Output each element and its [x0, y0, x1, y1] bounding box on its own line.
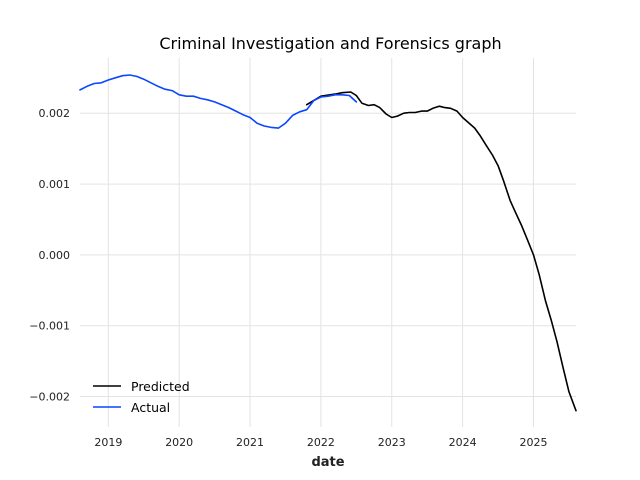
x-tick-label: 2025	[519, 436, 547, 449]
y-tick-label: −0.001	[29, 320, 70, 333]
x-tick-label: 2022	[307, 436, 335, 449]
x-tick-label: 2024	[449, 436, 477, 449]
series-line-actual	[79, 74, 358, 129]
x-axis-label: date	[311, 455, 344, 470]
y-tick-label: 0.002	[39, 107, 71, 120]
chart-title: Criminal Investigation and Forensics gra…	[159, 34, 501, 53]
x-tick-label: 2021	[236, 436, 264, 449]
x-tick-label: 2023	[378, 436, 406, 449]
y-tick-label: 0.000	[39, 249, 71, 262]
x-tick-label: 2019	[94, 436, 122, 449]
x-tick-labels: 2019 2020 2021 2022 2023 2024 2025	[94, 436, 547, 449]
y-gridlines	[80, 112, 576, 398]
legend-label-actual: Actual	[131, 400, 170, 415]
x-gridlines	[107, 58, 534, 427]
y-tick-label: 0.001	[39, 178, 71, 191]
y-tick-labels: −0.002 −0.001 0.000 0.001 0.002	[29, 107, 70, 403]
series-line-predicted	[305, 91, 577, 412]
legend-label-predicted: Predicted	[131, 379, 190, 394]
y-tick-label: −0.002	[29, 391, 70, 404]
series-lines	[79, 74, 577, 412]
x-tick-label: 2020	[165, 436, 193, 449]
legend: Predicted Actual	[93, 379, 190, 415]
